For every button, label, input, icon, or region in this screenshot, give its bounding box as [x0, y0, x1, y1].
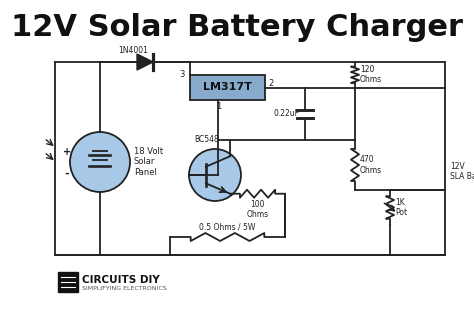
Circle shape: [70, 132, 130, 192]
Text: CIRCUITS DIY: CIRCUITS DIY: [82, 275, 160, 285]
FancyBboxPatch shape: [190, 75, 265, 100]
Text: 12V Solar Battery Charger: 12V Solar Battery Charger: [11, 13, 463, 43]
Text: 1: 1: [217, 102, 222, 111]
Text: LM317T: LM317T: [203, 82, 252, 92]
Text: BC548: BC548: [195, 135, 219, 144]
Circle shape: [189, 149, 241, 201]
Text: 18 Volt
Solar
Panel: 18 Volt Solar Panel: [134, 147, 163, 177]
Text: 1N4001: 1N4001: [118, 46, 148, 55]
Text: 1K
Pot: 1K Pot: [395, 198, 407, 217]
Text: 12V
SLA Battery: 12V SLA Battery: [450, 161, 474, 181]
Text: 470
Ohms: 470 Ohms: [360, 155, 382, 175]
Text: 0.22uF: 0.22uF: [274, 109, 300, 118]
Text: 2: 2: [268, 79, 273, 88]
Text: 0.5 Ohms / 5W: 0.5 Ohms / 5W: [199, 222, 255, 231]
FancyBboxPatch shape: [58, 272, 78, 292]
Text: +: +: [63, 147, 71, 157]
Text: 120
Ohms: 120 Ohms: [360, 65, 382, 85]
Text: -: -: [64, 169, 69, 179]
Polygon shape: [137, 54, 153, 70]
Text: 100
Ohms: 100 Ohms: [246, 200, 269, 219]
Text: 3: 3: [180, 70, 185, 79]
Text: SIMPLIFYING ELECTRONICS: SIMPLIFYING ELECTRONICS: [82, 285, 167, 290]
